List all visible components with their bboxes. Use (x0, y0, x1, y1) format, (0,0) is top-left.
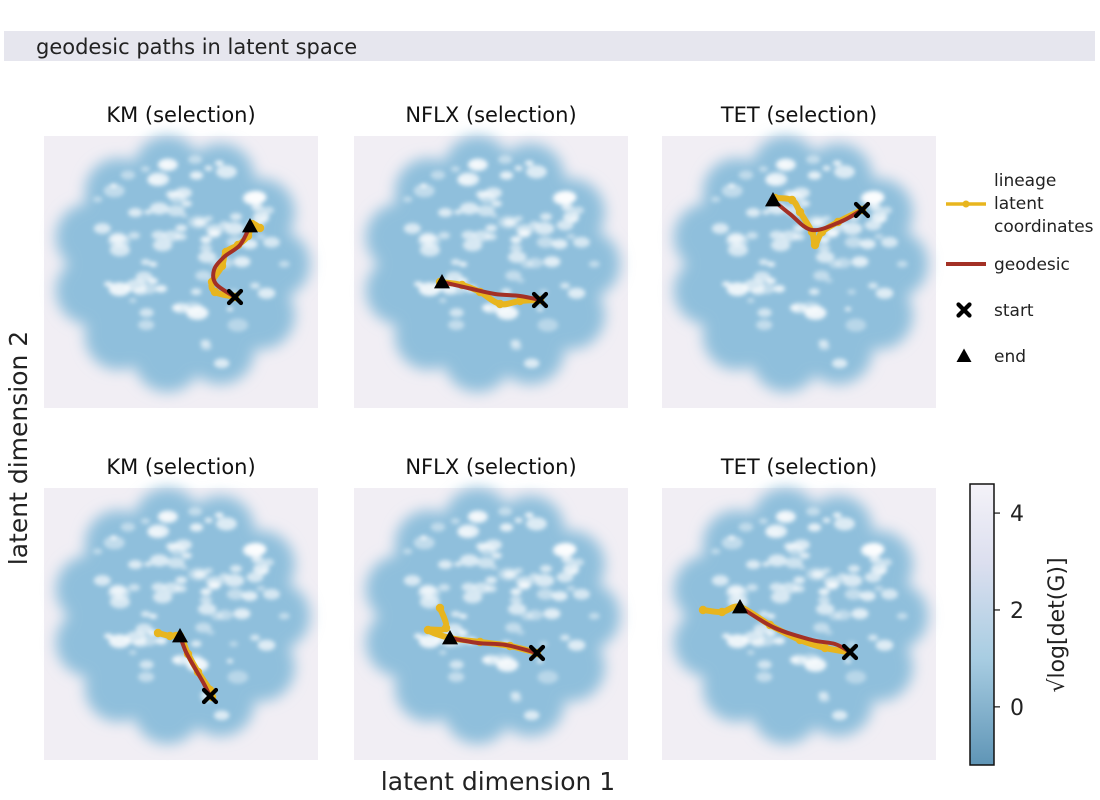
end-marker (172, 628, 188, 643)
end-marker (434, 274, 450, 289)
legend: lineage latent coordinates geodesic start end (946, 171, 1094, 367)
header-banner-text: geodesic paths in latent space (36, 35, 358, 59)
subplot-3: TET (selection) (662, 103, 936, 408)
geodesic-line (738, 605, 852, 654)
subplot-6: TET (selection) (662, 455, 936, 760)
legend-label: end (994, 347, 1026, 367)
lineage-point (820, 643, 830, 653)
legend-label: coordinates (994, 217, 1094, 237)
colorbar: 4 2 0 √log[det(G)] (969, 483, 1070, 766)
lineage-point (717, 607, 727, 617)
colorbar-tick-label: 2 (1010, 599, 1024, 624)
subplot-title: NFLX (selection) (405, 103, 576, 127)
colorbar-tick-label: 0 (1010, 696, 1024, 721)
lineage-point (810, 240, 820, 250)
colorbar-gradient (969, 483, 995, 766)
lineage-point (153, 628, 163, 638)
geodesic-line (178, 634, 212, 698)
geodesic-line (440, 280, 542, 302)
subplot-title: TET (selection) (720, 103, 877, 127)
lineage-point (441, 623, 451, 633)
manifold-highlights (403, 155, 600, 369)
subplot-1: KM (selection) (44, 103, 318, 408)
lineage-point (515, 296, 525, 306)
legend-start-marker (956, 302, 972, 318)
end-marker (765, 192, 781, 207)
legend-label: start (994, 301, 1034, 321)
legend-lineage-point (962, 200, 970, 208)
panels-group: KM (selection) NFLX (selection) TET (selec… (44, 103, 936, 760)
lineage-point (795, 207, 805, 217)
end-marker (732, 599, 748, 614)
legend-label: geodesic (994, 255, 1070, 275)
manifold-highlights (711, 155, 908, 369)
start-marker (201, 687, 219, 705)
legend-label: latent (994, 194, 1044, 214)
subplot-4: KM (selection) (44, 455, 318, 760)
subplot-title: TET (selection) (720, 455, 877, 479)
subplot-title: KM (selection) (106, 103, 255, 127)
lineage-point (698, 605, 708, 615)
start-marker (226, 288, 244, 306)
geodesic-line (448, 636, 539, 655)
start-marker (853, 201, 871, 219)
lineage-point (423, 625, 433, 635)
lineage-point (165, 631, 175, 641)
geodesic-line (211, 224, 252, 299)
subplot-5: NFLX (selection) (354, 455, 628, 760)
colorbar-tick-label: 4 (1010, 502, 1024, 527)
end-marker (442, 630, 458, 645)
colorbar-label: √log[det(G)] (1045, 557, 1070, 692)
geodesic-line (771, 198, 864, 233)
lineage-point (210, 287, 220, 297)
legend-end-marker (956, 348, 972, 362)
start-marker (531, 291, 549, 309)
y-axis-label: latent dimension 2 (4, 331, 33, 565)
header-banner: geodesic paths in latent space (4, 31, 1095, 61)
x-axis-label: latent dimension 1 (381, 767, 615, 796)
start-marker (841, 643, 859, 661)
end-marker (242, 218, 258, 233)
lineage-point (495, 299, 505, 309)
lineage-point (435, 603, 445, 613)
legend-label: lineage (994, 171, 1056, 191)
manifold-highlights (93, 507, 290, 721)
manifold-highlights (711, 507, 908, 721)
subplot-2: NFLX (selection) (354, 103, 628, 408)
manifold-heatmap (55, 135, 310, 393)
manifold-highlights (93, 155, 290, 369)
subplot-title: KM (selection) (106, 455, 255, 479)
subplot-title: NFLX (selection) (405, 455, 576, 479)
start-marker (528, 644, 546, 662)
lineage-point (255, 223, 265, 233)
lineage-point (787, 195, 797, 205)
